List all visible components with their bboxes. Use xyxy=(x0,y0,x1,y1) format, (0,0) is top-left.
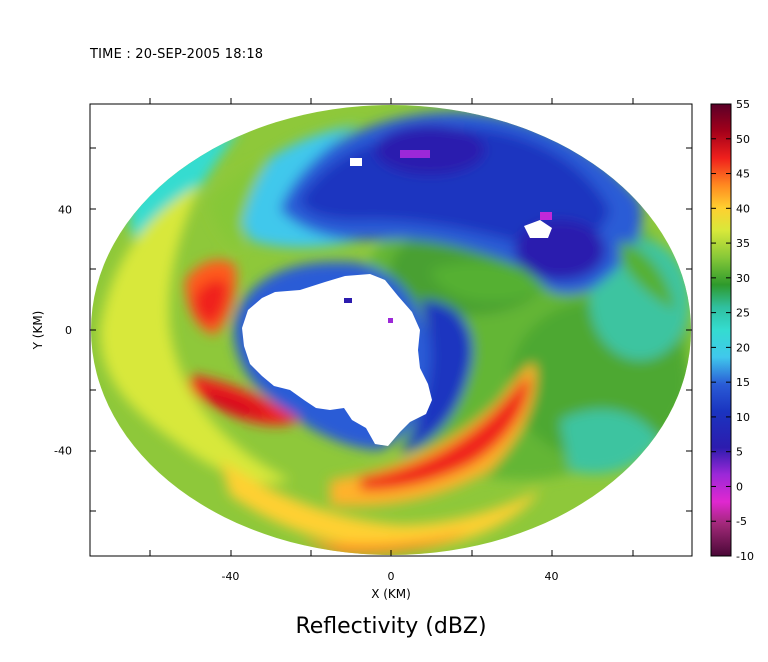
colorbar-tick-label: 50 xyxy=(736,133,750,146)
colorbar xyxy=(710,103,732,557)
colorbar-tick-label: 25 xyxy=(736,307,750,320)
y-tick-labels: -40 0 40 xyxy=(54,203,72,457)
y-tick-label: -40 xyxy=(54,445,72,458)
x-tick-label: -40 xyxy=(221,570,239,583)
colorbar-tick-label: -5 xyxy=(736,515,747,528)
colorbar-tick-label: 30 xyxy=(736,272,750,285)
reflectivity-field xyxy=(91,105,691,555)
colorbar-tick-label: 0 xyxy=(736,480,743,493)
colorbar-tick-label: 20 xyxy=(736,341,750,354)
colorbar-tick-label: 40 xyxy=(736,202,750,215)
colorbar-tick-label: 35 xyxy=(736,237,750,250)
colorbar-tick-label: 15 xyxy=(736,376,750,389)
colorbar-tick-label: 55 xyxy=(736,98,750,111)
x-tick-labels: -40 0 40 xyxy=(221,570,558,583)
x-axis-label: X (KM) xyxy=(371,587,411,601)
colorbar-tick-label: -10 xyxy=(736,550,754,563)
axis-ticks xyxy=(90,98,692,556)
x-tick-label: 0 xyxy=(388,570,395,583)
y-axis-label: Y (KM) xyxy=(31,311,45,351)
y-tick-label: 40 xyxy=(58,203,72,216)
chart-title: Reflectivity (dBZ) xyxy=(295,614,487,639)
y-tick-label: 0 xyxy=(65,324,72,337)
time-label: TIME : 20-SEP-2005 18:18 xyxy=(90,47,264,62)
colorbar-tick-label: 45 xyxy=(736,168,750,181)
colorbar-tick-label: 10 xyxy=(736,411,750,424)
x-tick-label: 40 xyxy=(545,570,559,583)
colorbar-tick-label: 5 xyxy=(736,446,743,459)
